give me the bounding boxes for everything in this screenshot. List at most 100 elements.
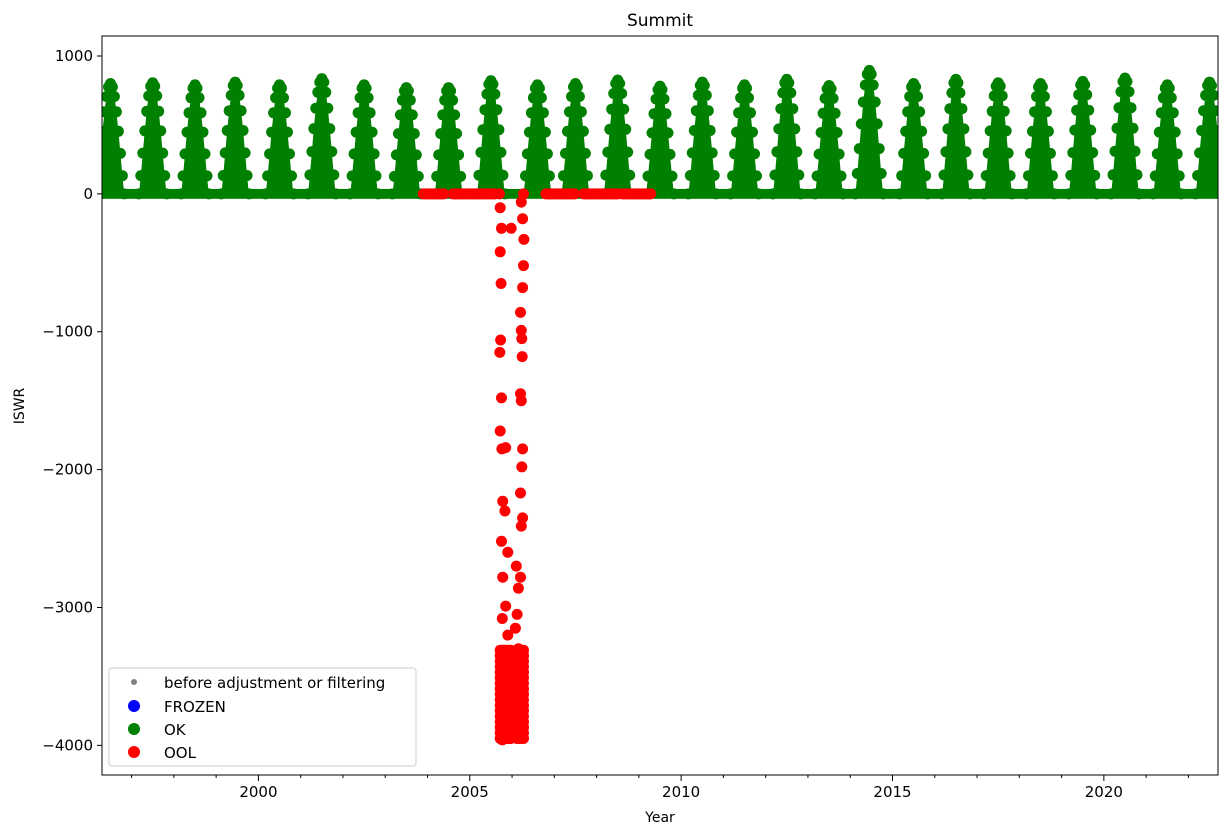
y-tick-label: 1000 <box>55 47 93 65</box>
ok-point <box>912 91 923 102</box>
ok-peak-point <box>655 81 666 92</box>
ok-point <box>117 170 128 181</box>
ok-point <box>1087 147 1098 158</box>
ok-point <box>689 125 700 136</box>
ok-point <box>109 91 120 102</box>
ok-point <box>707 147 718 158</box>
ok-peak-point <box>443 82 454 93</box>
ok-peak-point <box>316 73 327 84</box>
ok-point <box>1065 170 1076 181</box>
ok-point <box>153 106 164 117</box>
ok-peak-point <box>781 74 792 85</box>
ok-peak-point <box>485 75 496 86</box>
ok-point <box>985 125 996 136</box>
ok-point <box>240 147 251 158</box>
x-tick-label: 2020 <box>1085 783 1123 801</box>
ok-point <box>562 126 573 137</box>
ool-point <box>494 347 505 358</box>
legend: before adjustment or filtering FROZEN OK… <box>109 668 416 766</box>
ok-point <box>916 126 927 137</box>
ok-point <box>618 104 629 115</box>
ok-point <box>491 104 502 115</box>
plot-area <box>91 65 1229 745</box>
ok-point <box>643 171 654 182</box>
ok-point <box>453 149 464 160</box>
ool-point <box>495 246 506 257</box>
ok-point <box>1172 148 1183 159</box>
ool-point <box>496 536 507 547</box>
ok-point <box>347 170 358 181</box>
ok-point <box>940 146 951 157</box>
ok-peak-point <box>993 77 1004 88</box>
ok-point <box>814 149 825 160</box>
ool-point <box>517 213 528 224</box>
ok-point <box>691 105 702 116</box>
ok-peak-point <box>1120 73 1131 84</box>
legend-marker-before-adjustment <box>131 679 137 685</box>
ok-point <box>135 170 146 181</box>
ok-point <box>667 171 678 182</box>
ok-point <box>791 146 802 157</box>
ok-point <box>262 170 273 181</box>
ok-point <box>451 128 462 139</box>
ok-point <box>771 146 782 157</box>
ok-point <box>1114 102 1125 113</box>
ok-point <box>733 107 744 118</box>
ok-point <box>1023 170 1034 181</box>
ok-point <box>310 103 321 114</box>
ok-point <box>703 105 714 116</box>
y-tick-label: 0 <box>83 185 93 203</box>
ok-point <box>489 89 500 100</box>
ok-point <box>371 170 382 181</box>
ok-point <box>958 123 969 134</box>
ok-point <box>785 87 796 98</box>
ok-point <box>1152 148 1163 159</box>
ok-point <box>1208 90 1219 101</box>
ok-point <box>389 171 400 182</box>
x-axis-label: Year <box>644 810 675 826</box>
ok-point <box>238 125 249 136</box>
ok-point <box>542 148 553 159</box>
ok-point <box>99 106 110 117</box>
ok-point <box>363 92 374 103</box>
ok-point <box>306 146 317 157</box>
ok-point <box>391 149 402 160</box>
ok-point <box>709 170 720 181</box>
ok-point <box>198 127 209 138</box>
ok-peak-point <box>359 79 370 90</box>
ok-point <box>320 87 331 98</box>
ok-point <box>1045 148 1056 159</box>
ok-point <box>1154 127 1165 138</box>
y-tick-label: −4000 <box>42 736 93 754</box>
ok-point <box>939 170 950 181</box>
ok-point <box>322 103 333 114</box>
ok-point <box>1027 126 1038 137</box>
ok-point <box>157 148 168 159</box>
ok-peak-point <box>190 79 201 90</box>
ok-point <box>202 170 213 181</box>
ok-point <box>280 107 291 118</box>
ok-point <box>1085 125 1096 136</box>
ok-point <box>264 148 275 159</box>
ok-point <box>1210 105 1221 116</box>
ok-point <box>828 93 839 104</box>
ok-point <box>1150 170 1161 181</box>
ok-point <box>1039 91 1050 102</box>
ok-point <box>868 80 879 91</box>
ok-point <box>789 123 800 134</box>
ok-point <box>616 88 627 99</box>
ok-point <box>268 107 279 118</box>
ok-point <box>242 170 253 181</box>
ok-point <box>115 148 126 159</box>
ok-point <box>395 109 406 120</box>
ok-point <box>1083 105 1094 116</box>
ok-peak-point <box>274 79 285 90</box>
ok-point <box>328 169 339 180</box>
ok-point <box>685 170 696 181</box>
ok-point <box>351 127 362 138</box>
ok-point <box>729 148 740 159</box>
ool-point <box>517 443 528 454</box>
ok-point <box>522 148 533 159</box>
ok-point <box>159 170 170 181</box>
